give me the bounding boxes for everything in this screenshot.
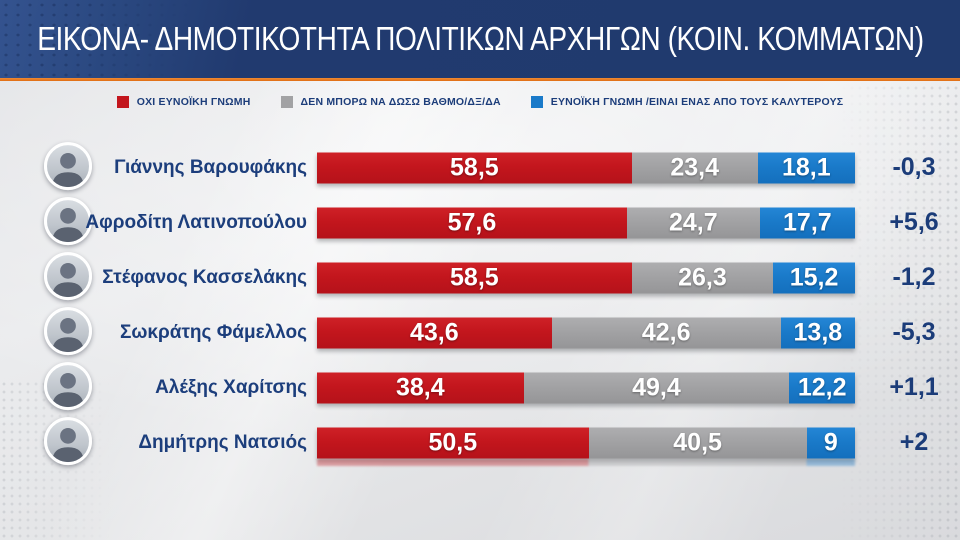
table-row: Στέφανος Κασσελάκης 58,5 26,3 15,2 -1,2 xyxy=(0,250,960,305)
legend-label: ΕΥΝΟΪΚΗ ΓΝΩΜΗ /ΕΙΝΑΙ ΕΝΑΣ ΑΠΟ ΤΟΥΣ ΚΑΛΥΤ… xyxy=(550,96,844,108)
change-value: +1,1 xyxy=(889,373,939,401)
segment-value: 58,5 xyxy=(450,153,499,181)
segment-value: 43,6 xyxy=(409,318,459,346)
avatar-photo xyxy=(44,416,92,465)
change-value: +5,6 xyxy=(889,208,939,236)
legend-label: ΟΧΙ ΕΥΝΟΪΚΗ ΓΝΩΜΗ xyxy=(136,96,251,108)
title-bar: ΕΙΚΟΝΑ- ΔΗΜΟΤΙΚΟΤΗΤΑ ΠΟΛΙΤΙΚΩΝ ΑΡΧΗΓΩΝ (… xyxy=(0,0,960,78)
segment-positive: 18,1 xyxy=(757,152,855,183)
segment-value: 24,7 xyxy=(668,208,718,236)
person-silhouette-icon xyxy=(52,427,84,462)
change-value: -0,3 xyxy=(892,153,936,181)
segment-negative: 50,5 xyxy=(317,427,589,458)
segment-neutral: 42,6 xyxy=(551,317,781,348)
chart-legend: ΟΧΙ ΕΥΝΟΪΚΗ ΓΝΩΜΗ ΔΕΝ ΜΠΟΡΩ ΝΑ ΔΩΣΩ ΒΑΘΜ… xyxy=(0,93,960,111)
person-name: Αφροδίτη Λατινοπούλου xyxy=(85,211,307,233)
chart-rows: Γιάννης Βαρουφάκης 58,5 23,4 18,1 -0,3 Α… xyxy=(0,140,960,470)
segment-value: 57,6 xyxy=(447,208,497,236)
person-name: Δημήτρης Νατσιός xyxy=(138,431,307,453)
stacked-bar: 38,4 49,4 12,2 xyxy=(317,372,855,403)
segment-value: 15,2 xyxy=(789,263,839,291)
legend-item-positive: ΕΥΝΟΪΚΗ ΓΝΩΜΗ /ΕΙΝΑΙ ΕΝΑΣ ΑΠΟ ΤΟΥΣ ΚΑΛΥΤ… xyxy=(530,96,844,108)
segment-positive: 12,2 xyxy=(789,372,855,403)
person-silhouette-icon xyxy=(52,317,84,352)
person-name: Γιάννης Βαρουφάκης xyxy=(114,156,307,178)
segment-neutral: 23,4 xyxy=(631,152,758,183)
page-title: ΕΙΚΟΝΑ- ΔΗΜΟΤΙΚΟΤΗΤΑ ΠΟΛΙΤΙΚΩΝ ΑΡΧΗΓΩΝ (… xyxy=(36,20,924,57)
segment-negative: 58,5 xyxy=(317,152,632,183)
segment-value: 58,5 xyxy=(450,263,499,291)
table-row: Αφροδίτη Λατινοπούλου 57,6 24,7 17,7 +5,… xyxy=(0,195,960,250)
stacked-bar: 58,5 26,3 15,2 xyxy=(317,262,855,293)
segment-negative: 57,6 xyxy=(317,207,627,238)
segment-value: 18,1 xyxy=(781,153,831,181)
table-row: Γιάννης Βαρουφάκης 58,5 23,4 18,1 -0,3 xyxy=(0,140,960,195)
segment-neutral: 26,3 xyxy=(631,262,774,293)
person-silhouette-icon xyxy=(52,152,84,187)
table-row: Αλέξης Χαρίτσης 38,4 49,4 12,2 +1,1 xyxy=(0,360,960,415)
change-value: -1,2 xyxy=(892,263,936,291)
person-silhouette-icon xyxy=(52,372,84,407)
person-silhouette-icon xyxy=(52,262,84,297)
person-name: Στέφανος Κασσελάκης xyxy=(102,266,307,288)
segment-negative: 43,6 xyxy=(317,317,552,348)
legend-label: ΔΕΝ ΜΠΟΡΩ ΝΑ ΔΩΣΩ ΒΑΘΜΟ/ΔΞ/ΔΑ xyxy=(300,96,501,108)
stacked-bar: 50,5 40,5 9 xyxy=(317,427,855,458)
person-silhouette-icon xyxy=(52,207,84,242)
stacked-bar: 58,5 23,4 18,1 xyxy=(317,152,855,183)
segment-value: 23,4 xyxy=(670,153,719,181)
segment-value: 50,5 xyxy=(428,428,478,456)
segment-value: 9 xyxy=(823,428,838,456)
segment-positive: 9 xyxy=(806,427,855,458)
blue-swatch-icon xyxy=(530,96,543,108)
avatar-photo xyxy=(44,361,92,410)
segment-positive: 13,8 xyxy=(780,317,855,348)
red-swatch-icon xyxy=(116,96,129,108)
stacked-bar: 57,6 24,7 17,7 xyxy=(317,207,855,238)
change-value: -5,3 xyxy=(892,318,936,346)
segment-value: 17,7 xyxy=(783,208,832,236)
avatar-photo xyxy=(44,141,92,190)
table-row: Δημήτρης Νατσιός 50,5 40,5 9 +2 xyxy=(0,415,960,470)
avatar-photo xyxy=(44,196,92,245)
avatar-photo xyxy=(44,306,92,355)
segment-neutral: 49,4 xyxy=(523,372,790,403)
segment-negative: 58,5 xyxy=(317,262,632,293)
table-row: Σωκράτης Φάμελλος 43,6 42,6 13,8 -5,3 xyxy=(0,305,960,360)
orange-divider xyxy=(0,78,960,81)
change-value: +2 xyxy=(899,428,929,456)
segment-value: 49,4 xyxy=(632,373,681,401)
stacked-bar: 43,6 42,6 13,8 xyxy=(317,317,855,348)
segment-value: 40,5 xyxy=(673,428,722,456)
segment-value: 38,4 xyxy=(395,373,445,401)
legend-item-negative: ΟΧΙ ΕΥΝΟΪΚΗ ΓΝΩΜΗ xyxy=(116,96,251,108)
gray-swatch-icon xyxy=(280,96,293,108)
segment-neutral: 24,7 xyxy=(626,207,760,238)
person-name: Αλέξης Χαρίτσης xyxy=(155,376,307,398)
person-name: Σωκράτης Φάμελλος xyxy=(119,321,307,343)
segment-neutral: 40,5 xyxy=(588,427,807,458)
segment-value: 26,3 xyxy=(678,263,727,291)
segment-value: 12,2 xyxy=(797,373,847,401)
segment-positive: 17,7 xyxy=(759,207,855,238)
segment-negative: 38,4 xyxy=(317,372,524,403)
legend-item-neutral: ΔΕΝ ΜΠΟΡΩ ΝΑ ΔΩΣΩ ΒΑΘΜΟ/ΔΞ/ΔΑ xyxy=(280,96,501,108)
avatar-photo xyxy=(44,251,92,300)
segment-value: 42,6 xyxy=(641,318,691,346)
segment-value: 13,8 xyxy=(793,318,843,346)
segment-positive: 15,2 xyxy=(773,262,855,293)
